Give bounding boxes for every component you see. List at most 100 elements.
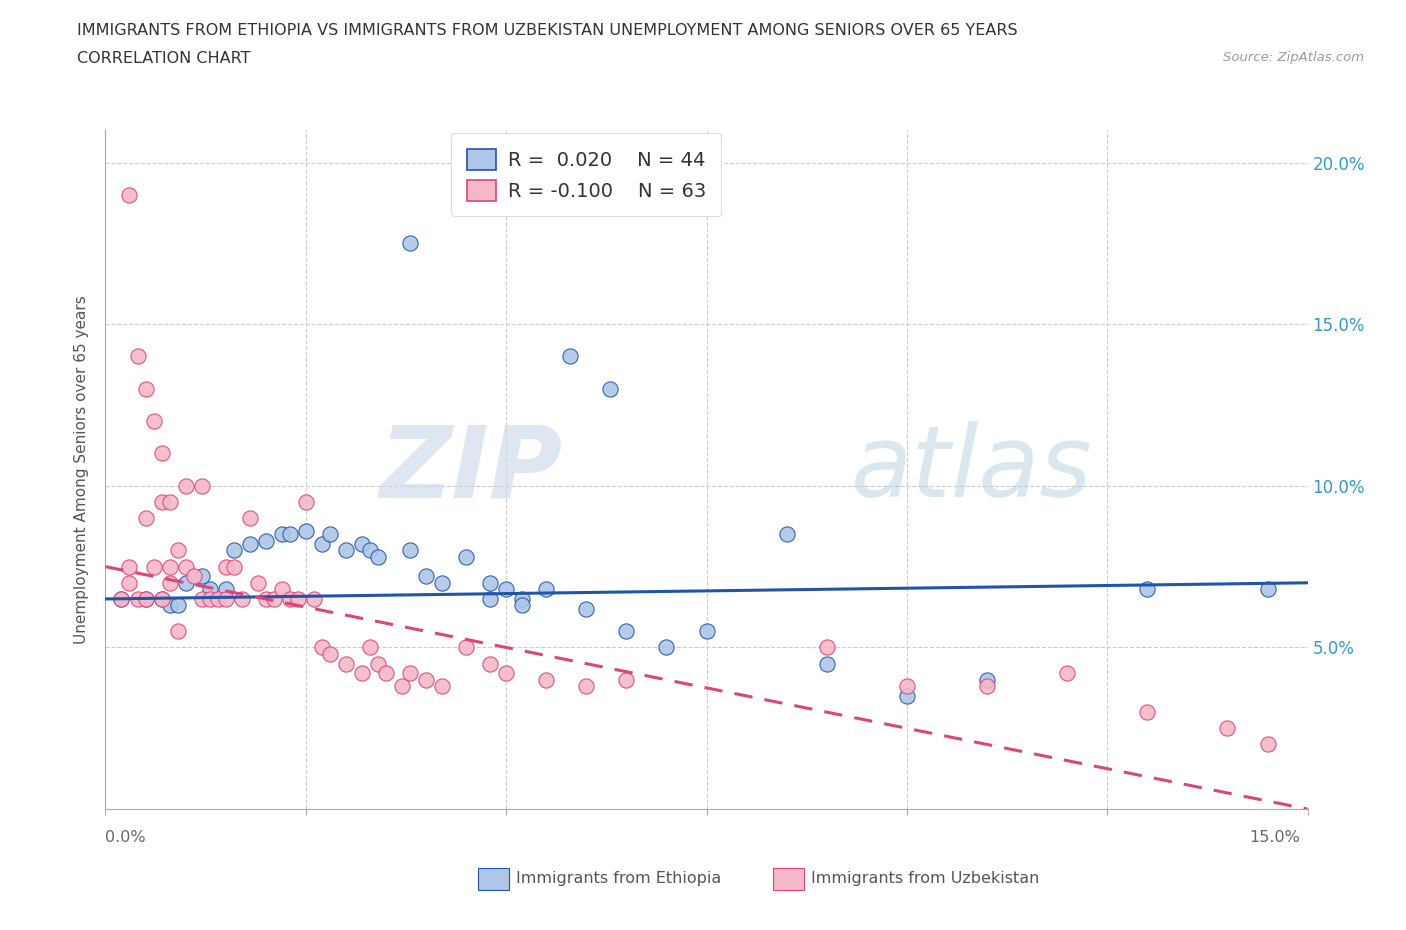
- Text: CORRELATION CHART: CORRELATION CHART: [77, 51, 250, 66]
- Point: [166, 624, 188, 639]
- Point: [110, 591, 132, 606]
- Point: [510, 591, 533, 606]
- Point: [159, 598, 181, 613]
- Point: [270, 582, 292, 597]
- Point: [159, 576, 181, 591]
- Point: [1136, 582, 1159, 597]
- Point: [190, 591, 212, 606]
- Point: [616, 672, 638, 687]
- Point: [150, 591, 173, 606]
- Point: [150, 495, 173, 510]
- Point: [534, 582, 557, 597]
- Point: [198, 591, 221, 606]
- Point: [1257, 582, 1279, 597]
- Point: [655, 640, 678, 655]
- Point: [295, 524, 318, 538]
- Point: [350, 537, 373, 551]
- Point: [263, 591, 285, 606]
- Point: [254, 591, 277, 606]
- Point: [399, 666, 422, 681]
- Point: [174, 478, 197, 493]
- Point: [166, 598, 188, 613]
- Legend: R =  0.020    N = 44, R = -0.100    N = 63: R = 0.020 N = 44, R = -0.100 N = 63: [451, 133, 721, 217]
- Point: [367, 657, 389, 671]
- Text: 15.0%: 15.0%: [1250, 830, 1301, 844]
- Point: [599, 381, 621, 396]
- Point: [183, 569, 205, 584]
- Point: [350, 666, 373, 681]
- Point: [302, 591, 325, 606]
- Point: [239, 511, 262, 525]
- Point: [479, 591, 502, 606]
- Point: [207, 591, 229, 606]
- Point: [174, 576, 197, 591]
- Point: [254, 533, 277, 548]
- Point: [335, 657, 357, 671]
- Point: [374, 666, 398, 681]
- Text: atlas: atlas: [851, 421, 1092, 518]
- Point: [110, 591, 132, 606]
- Point: [295, 495, 318, 510]
- Point: [127, 591, 149, 606]
- Point: [278, 527, 301, 542]
- Point: [270, 527, 292, 542]
- Point: [776, 527, 799, 542]
- Point: [479, 576, 502, 591]
- Point: [896, 679, 918, 694]
- Point: [430, 679, 453, 694]
- Point: [246, 576, 269, 591]
- Point: [222, 559, 245, 574]
- Point: [278, 591, 301, 606]
- Point: [150, 591, 173, 606]
- Point: [159, 495, 181, 510]
- Point: [319, 646, 342, 661]
- Y-axis label: Unemployment Among Seniors over 65 years: Unemployment Among Seniors over 65 years: [75, 296, 90, 644]
- Text: 0.0%: 0.0%: [105, 830, 146, 844]
- Point: [222, 543, 245, 558]
- Point: [190, 478, 212, 493]
- Point: [1216, 721, 1239, 736]
- Point: [575, 601, 598, 616]
- Point: [159, 559, 181, 574]
- Point: [198, 582, 221, 597]
- Point: [1257, 737, 1279, 751]
- Point: [454, 640, 477, 655]
- Point: [415, 569, 437, 584]
- Point: [1056, 666, 1078, 681]
- Point: [319, 527, 342, 542]
- Point: [454, 550, 477, 565]
- Point: [311, 640, 333, 655]
- Point: [150, 446, 173, 461]
- Point: [495, 666, 517, 681]
- Point: [1136, 705, 1159, 720]
- Point: [190, 569, 212, 584]
- Point: [976, 672, 998, 687]
- Point: [616, 624, 638, 639]
- Point: [135, 381, 157, 396]
- Point: [896, 688, 918, 703]
- Point: [239, 537, 262, 551]
- Point: [166, 543, 188, 558]
- Point: [214, 559, 236, 574]
- Point: [214, 591, 236, 606]
- Point: [135, 511, 157, 525]
- Point: [415, 672, 437, 687]
- Point: [359, 543, 381, 558]
- Point: [696, 624, 718, 639]
- Point: [335, 543, 357, 558]
- Point: [118, 559, 141, 574]
- Point: [399, 543, 422, 558]
- Point: [214, 582, 236, 597]
- Point: [359, 640, 381, 655]
- Text: Immigrants from Uzbekistan: Immigrants from Uzbekistan: [811, 871, 1039, 886]
- Point: [430, 576, 453, 591]
- Point: [510, 598, 533, 613]
- Point: [367, 550, 389, 565]
- Point: [135, 591, 157, 606]
- Point: [118, 576, 141, 591]
- Point: [399, 236, 422, 251]
- Point: [391, 679, 413, 694]
- Point: [127, 349, 149, 364]
- Point: [479, 657, 502, 671]
- Point: [575, 679, 598, 694]
